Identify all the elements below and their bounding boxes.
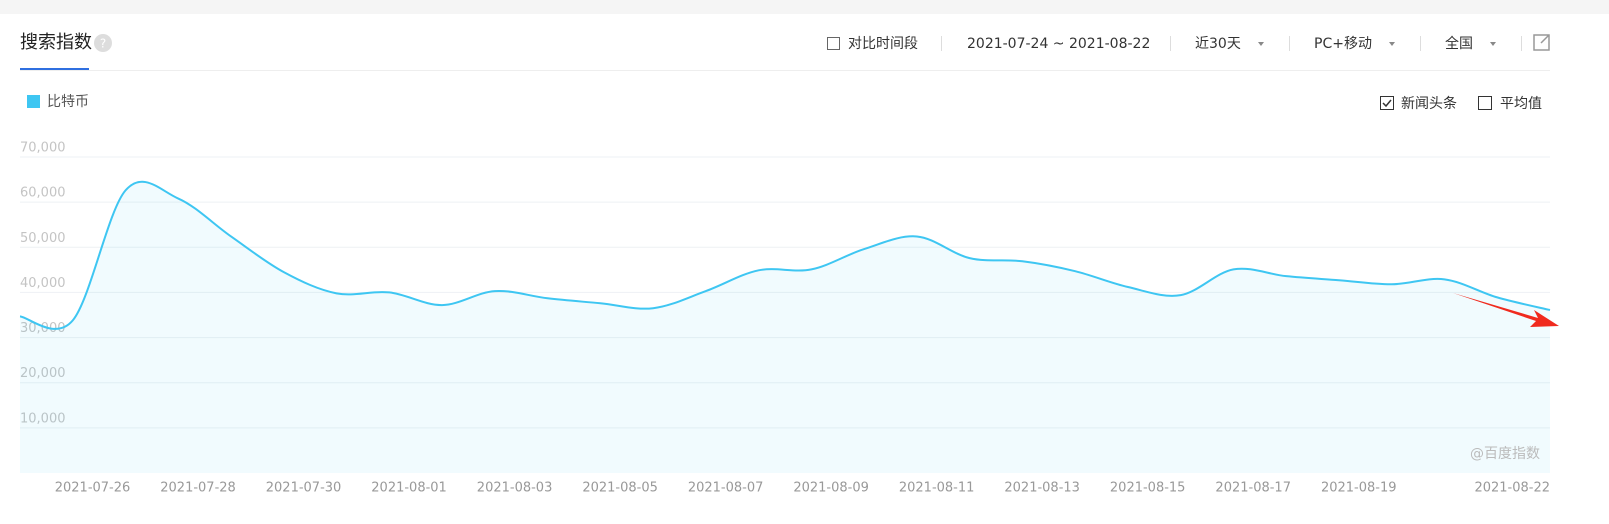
y-tick-label: 70,000 [20, 141, 66, 156]
region-select[interactable]: 全国 [1445, 35, 1473, 52]
x-tick-label: 2021-08-01 [371, 481, 447, 496]
y-tick-label: 50,000 [20, 231, 66, 246]
x-tick-label: 2021-07-28 [160, 481, 236, 496]
x-tick-label: 2021-08-19 [1321, 481, 1397, 496]
dropdown-caret [1490, 42, 1496, 46]
top-strip [0, 0, 1609, 14]
help-mark: ? [100, 37, 106, 51]
tab-underline [20, 68, 89, 70]
average-checkbox[interactable] [1478, 96, 1492, 110]
period-select[interactable]: 近30天 [1195, 36, 1241, 52]
y-tick-label: 10,000 [20, 411, 66, 426]
news-label[interactable]: 新闻头条 [1401, 95, 1457, 112]
compare-label[interactable]: 对比时间段 [848, 36, 918, 52]
x-tick-label: 2021-08-22 [1474, 481, 1550, 496]
x-tick-label: 2021-07-26 [55, 481, 131, 496]
x-tick-label: 2021-07-30 [266, 481, 342, 496]
legend-swatch [27, 95, 40, 108]
line [19, 180, 1551, 330]
news-checkbox[interactable] [1380, 96, 1394, 110]
y-tick-label: 60,000 [20, 186, 66, 201]
x-tick-label: 2021-08-17 [1215, 481, 1291, 496]
help-icon[interactable] [94, 34, 112, 52]
x-tick-label: 2021-08-13 [1004, 481, 1080, 496]
check-mark [1382, 99, 1392, 108]
x-tick-label: 2021-08-05 [582, 481, 658, 496]
device-select[interactable]: PC+移动 [1314, 36, 1372, 52]
plot-background [20, 157, 1550, 473]
dropdown-caret [1258, 42, 1264, 46]
x-tick-label: 2021-08-15 [1110, 481, 1186, 496]
x-tick-label: 2021-08-11 [899, 481, 975, 496]
x-tick-label: 2021-08-07 [688, 481, 764, 496]
dropdown-caret [1389, 42, 1395, 46]
average-label[interactable]: 平均值 [1500, 96, 1542, 112]
section-title: 搜索指数 [20, 32, 92, 53]
x-tick-label: 2021-08-09 [793, 481, 869, 496]
compare-checkbox[interactable] [827, 37, 840, 50]
date-range[interactable]: 2021-07-24 ~ 2021-08-22 [967, 36, 1150, 52]
y-tick-label: 20,000 [20, 366, 66, 381]
y-tick-label: 40,000 [20, 276, 66, 291]
watermark: @百度指数 [1470, 446, 1540, 462]
area [20, 181, 1550, 473]
annotation-arrow [1453, 293, 1559, 327]
y-tick-label: 30,000 [20, 321, 66, 336]
export-icon[interactable] [1533, 34, 1550, 51]
legend-label: 比特币 [47, 94, 89, 110]
x-tick-label: 2021-08-03 [477, 481, 553, 496]
